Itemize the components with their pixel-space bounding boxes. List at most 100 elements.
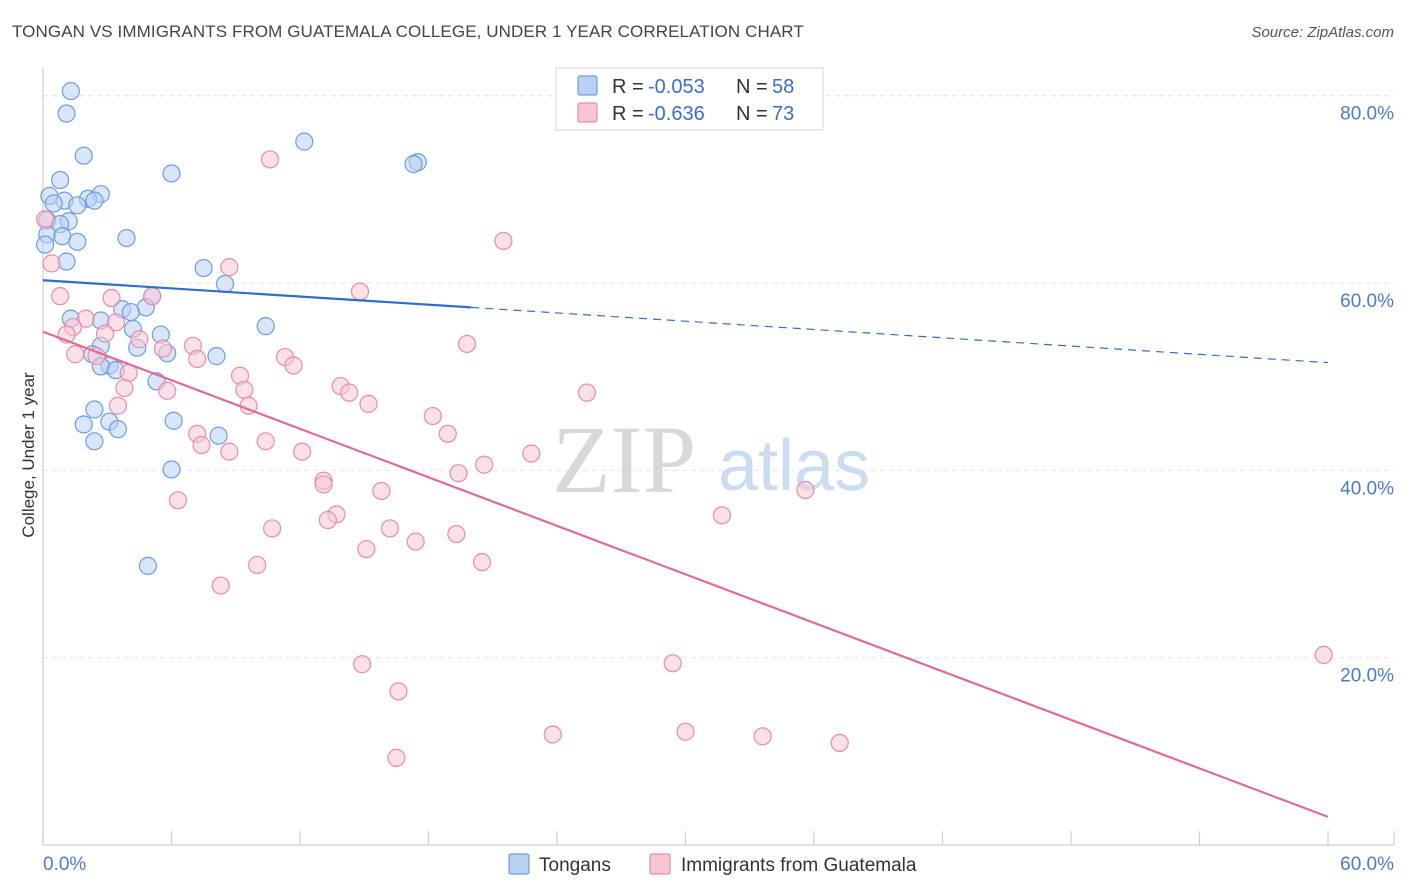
- point-guatemala: [108, 396, 128, 415]
- point-tongans: [85, 432, 104, 451]
- point-guatemala: [472, 553, 492, 572]
- point-guatemala: [188, 349, 207, 369]
- point-tongans: [74, 146, 93, 165]
- point-tongans: [162, 460, 181, 479]
- point-tongans: [194, 258, 213, 278]
- y-tick-label: 80.0%: [1340, 104, 1394, 125]
- point-guatemala: [353, 655, 372, 674]
- point-guatemala: [423, 406, 442, 426]
- point-guatemala: [543, 725, 562, 744]
- point-guatemala: [796, 480, 815, 500]
- point-guatemala: [457, 334, 477, 354]
- legend-box: [555, 67, 824, 131]
- point-guatemala: [663, 654, 682, 673]
- point-guatemala: [293, 442, 312, 461]
- point-guatemala: [712, 506, 732, 525]
- point-guatemala: [51, 287, 70, 306]
- y-tick-label: 20.0%: [1340, 666, 1394, 687]
- point-guatemala: [76, 309, 95, 328]
- point-guatemala: [192, 435, 211, 455]
- legend-r-value-tongans: -0.053: [648, 76, 705, 98]
- legend-r-value-guatemala: -0.636: [648, 103, 705, 125]
- point-guatemala: [1314, 645, 1333, 664]
- legend-series: Tongans Immigrants from Guatemala: [508, 853, 917, 876]
- point-tongans: [57, 252, 76, 271]
- y-axis-tick-labels: 20.0% 40.0% 60.0% 80.0%: [1340, 104, 1394, 687]
- point-tongans: [108, 420, 128, 439]
- point-tongans: [209, 426, 228, 445]
- point-guatemala: [96, 324, 115, 343]
- point-guatemala: [350, 282, 370, 301]
- point-guatemala: [449, 464, 468, 483]
- x-tick-label-min: 0.0%: [43, 854, 86, 875]
- bottom-legend-swatch-guatemala: [649, 853, 671, 875]
- watermark: ZIP atlas: [552, 406, 870, 513]
- point-guatemala: [380, 519, 400, 538]
- point-tongans: [68, 196, 87, 215]
- legend-r-label-tongans: R =: [612, 76, 644, 98]
- point-guatemala: [102, 288, 121, 308]
- bottom-legend-label-tongans: Tongans: [539, 855, 611, 876]
- trend-lines: [42, 279, 1329, 818]
- point-guatemala: [158, 381, 177, 400]
- point-guatemala: [522, 444, 541, 463]
- point-guatemala: [475, 455, 494, 474]
- point-tongans: [57, 104, 76, 123]
- chart-title: TONGAN VS IMMIGRANTS FROM GUATEMALA COLL…: [12, 22, 804, 41]
- legend-swatch-guatemala: [577, 102, 598, 123]
- point-tongans: [215, 274, 235, 294]
- legend-n-value-tongans: 58: [772, 76, 794, 98]
- point-guatemala: [359, 394, 378, 413]
- legend-stats: R = -0.053 N = 58 R = -0.636 N = 73: [555, 67, 824, 131]
- point-guatemala: [284, 356, 303, 375]
- y-axis-label: College, Under 1 year: [19, 372, 38, 538]
- point-tongans: [117, 228, 136, 248]
- point-guatemala: [447, 524, 466, 544]
- point-guatemala: [830, 733, 849, 753]
- point-guatemala: [168, 491, 188, 510]
- legend-swatch-tongans: [577, 75, 598, 96]
- watermark-atlas: atlas: [718, 426, 870, 506]
- bottom-legend-label-guatemala: Immigrants from Guatemala: [681, 855, 917, 876]
- point-tongans: [138, 556, 158, 575]
- point-tongans: [44, 194, 63, 213]
- point-guatemala: [318, 510, 337, 530]
- series-guatemala-points: [36, 150, 1333, 767]
- point-guatemala: [577, 383, 597, 402]
- y-tick-label: 40.0%: [1340, 478, 1394, 499]
- trend-line-tongans-extrapolated: [471, 306, 1329, 364]
- point-tongans: [164, 411, 183, 430]
- point-guatemala: [314, 475, 333, 494]
- legend-n-label-guatemala: N =: [736, 103, 768, 125]
- point-guatemala: [143, 287, 162, 306]
- point-guatemala: [357, 539, 376, 559]
- point-tongans: [85, 400, 104, 419]
- point-guatemala: [753, 727, 772, 746]
- point-tongans: [68, 232, 87, 251]
- point-guatemala: [494, 231, 513, 251]
- point-guatemala: [263, 519, 282, 538]
- point-tongans: [51, 170, 70, 190]
- point-tongans: [295, 132, 314, 151]
- point-guatemala: [406, 532, 425, 551]
- point-guatemala: [220, 442, 239, 461]
- legend-n-value-guatemala: 73: [772, 103, 794, 125]
- series-tongans-points: [36, 81, 427, 575]
- point-tongans: [85, 191, 104, 210]
- point-guatemala: [115, 378, 134, 398]
- point-tongans: [256, 317, 275, 336]
- point-guatemala: [372, 481, 391, 501]
- point-guatemala: [36, 210, 55, 229]
- point-guatemala: [153, 339, 173, 358]
- point-tongans: [207, 347, 226, 366]
- trend-line-guatemala: [42, 330, 1329, 818]
- point-tongans: [36, 235, 55, 254]
- point-guatemala: [256, 432, 275, 451]
- x-axis-ticks: [42, 831, 1395, 845]
- point-guatemala: [387, 748, 406, 767]
- point-guatemala: [42, 254, 61, 273]
- point-guatemala: [260, 150, 280, 169]
- point-tongans: [61, 81, 80, 101]
- point-tongans: [74, 415, 93, 434]
